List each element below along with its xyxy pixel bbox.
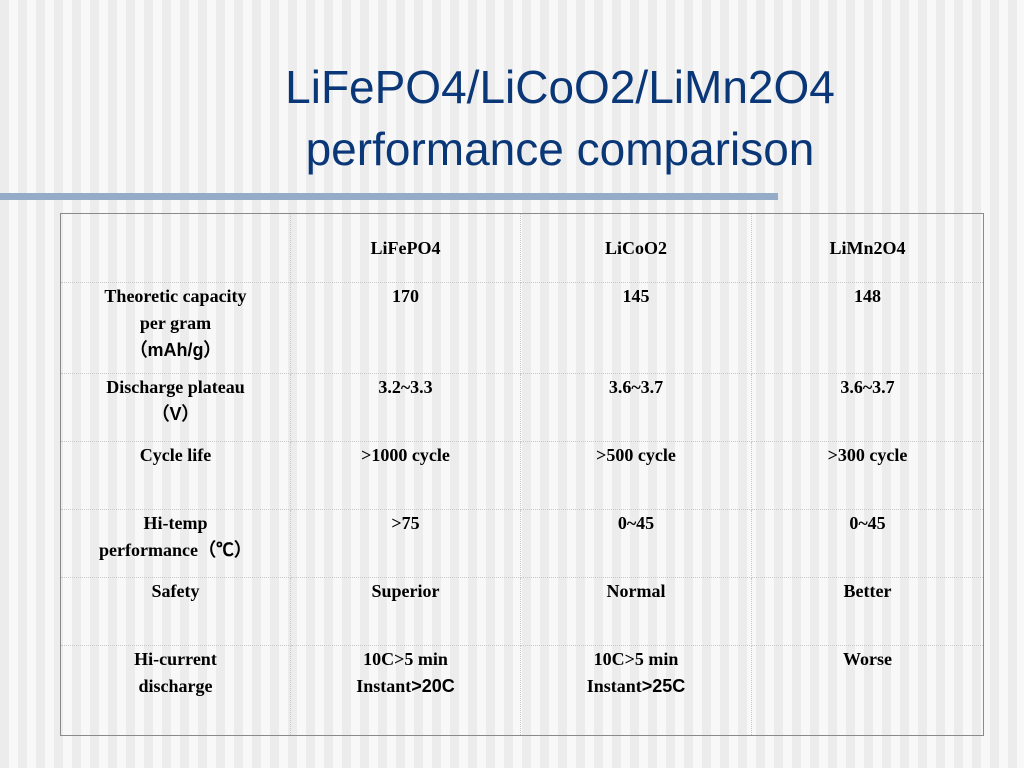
cell-line: 10C>5 min — [363, 649, 448, 669]
cell-safety-licoo2: Normal — [520, 577, 752, 646]
cell-hitemp-licoo2: 0~45 — [520, 509, 752, 578]
cell-plateau-licoo2: 3.6~3.7 — [520, 373, 752, 442]
cell-cycle-lifepo4: >1000 cycle — [290, 441, 521, 510]
table-row-safety: Safety Superior Normal Better — [60, 577, 984, 646]
cell-hitemp-limn2o4: 0~45 — [751, 509, 984, 578]
table-row-hi-current: Hi-current discharge 10C>5 min Instant>2… — [60, 645, 984, 736]
cell-safety-lifepo4: Superior — [290, 577, 521, 646]
instant-value: >20C — [411, 676, 455, 696]
row-label-capacity: Theoretic capacity per gram （mAh/g） — [60, 282, 291, 374]
unit-paren-open: （ — [129, 340, 148, 360]
cell-line: Instant>20C — [297, 673, 514, 700]
cell-capacity-lifepo4: 170 — [290, 282, 521, 374]
cell-hicurrent-lifepo4: 10C>5 min Instant>20C — [290, 645, 521, 736]
unit-volt: V — [169, 404, 182, 424]
cell-plateau-lifepo4: 3.2~3.3 — [290, 373, 521, 442]
row-label-line: Hi-temp — [143, 513, 208, 533]
cell-capacity-limn2o4: 148 — [751, 282, 984, 374]
cell-capacity-licoo2: 145 — [520, 282, 752, 374]
slide-title-line-1: LiFePO4/LiCoO2/LiMn2O4 — [285, 61, 835, 113]
cell-plateau-limn2o4: 3.6~3.7 — [751, 373, 984, 442]
row-label-hi-current: Hi-current discharge — [60, 645, 291, 736]
header-cell-limn2o4: LiMn2O4 — [751, 213, 984, 283]
header-cell-lifepo4: LiFePO4 — [290, 213, 521, 283]
row-label-line: Theoretic capacity — [104, 286, 247, 306]
row-label-hi-temp: Hi-temp performance（℃） — [60, 509, 291, 578]
row-label-safety: Safety — [60, 577, 291, 646]
cell-hitemp-lifepo4: >75 — [290, 509, 521, 578]
cell-hicurrent-licoo2: 10C>5 min Instant>25C — [520, 645, 752, 736]
instant-value: >25C — [641, 676, 686, 696]
row-label-line: Hi-current — [134, 649, 217, 669]
cell-cycle-limn2o4: >300 cycle — [751, 441, 984, 510]
cell-line: Instant>25C — [527, 673, 745, 700]
comparison-table: LiFePO4 LiCoO2 LiMn2O4 Theoretic capacit… — [60, 213, 984, 736]
unit-paren-open: （ — [151, 404, 170, 424]
row-label-unit-line: （V） — [67, 401, 284, 428]
row-label-discharge-plateau: Discharge plateau （V） — [60, 373, 291, 442]
slide-title-line-2: performance comparison — [305, 123, 815, 175]
table-row-capacity: Theoretic capacity per gram （mAh/g） 170 … — [60, 282, 984, 374]
unit-paren-close: ） — [181, 404, 200, 424]
table-row-discharge-plateau: Discharge plateau （V） 3.2~3.3 3.6~3.7 3.… — [60, 373, 984, 442]
row-label-line: discharge — [138, 676, 213, 696]
header-cell-empty — [60, 213, 291, 283]
cell-line: 10C>5 min — [593, 649, 679, 669]
row-label-line: Discharge plateau — [106, 377, 245, 397]
table-header-row: LiFePO4 LiCoO2 LiMn2O4 — [60, 213, 984, 283]
header-cell-licoo2: LiCoO2 — [520, 213, 752, 283]
unit-mah-g: mAh/g — [147, 340, 204, 360]
cell-cycle-licoo2: >500 cycle — [520, 441, 752, 510]
table-row-cycle-life: Cycle life >1000 cycle >500 cycle >300 c… — [60, 441, 984, 510]
instant-label: Instant — [586, 676, 642, 696]
table-row-hi-temp: Hi-temp performance（℃） >75 0~45 0~45 — [60, 509, 984, 578]
cell-safety-limn2o4: Better — [751, 577, 984, 646]
row-label-unit-line: （mAh/g） — [67, 337, 284, 364]
unit-paren-close: ） — [203, 340, 222, 360]
row-label-line: performance（℃） — [99, 540, 252, 560]
title-underline-bar — [0, 193, 778, 200]
row-label-line: per gram — [139, 313, 212, 333]
slide-title: LiFePO4/LiCoO2/LiMn2O4 performance compa… — [190, 56, 930, 180]
row-label-cycle-life: Cycle life — [60, 441, 291, 510]
cell-hicurrent-limn2o4: Worse — [751, 645, 984, 736]
instant-label: Instant — [356, 676, 412, 696]
